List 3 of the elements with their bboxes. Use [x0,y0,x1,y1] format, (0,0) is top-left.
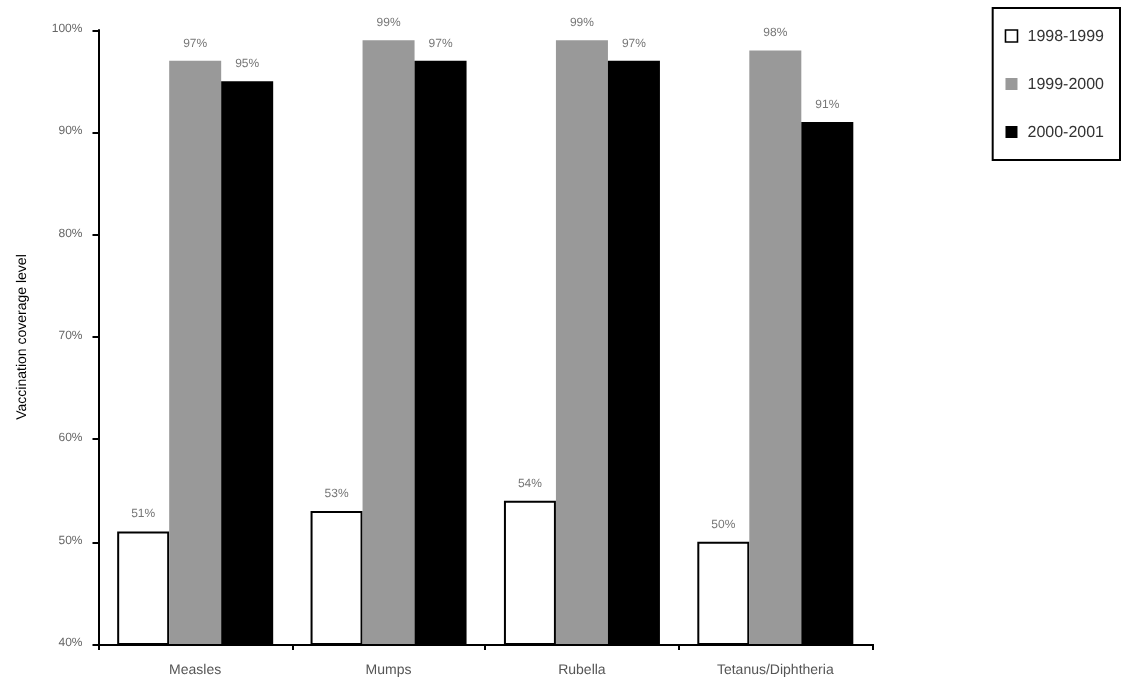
legend-label: 1999-2000 [1027,75,1106,93]
legend-label: 2000-2001 [1027,123,1106,141]
legend-label: 1998-1999 [1027,27,1106,45]
